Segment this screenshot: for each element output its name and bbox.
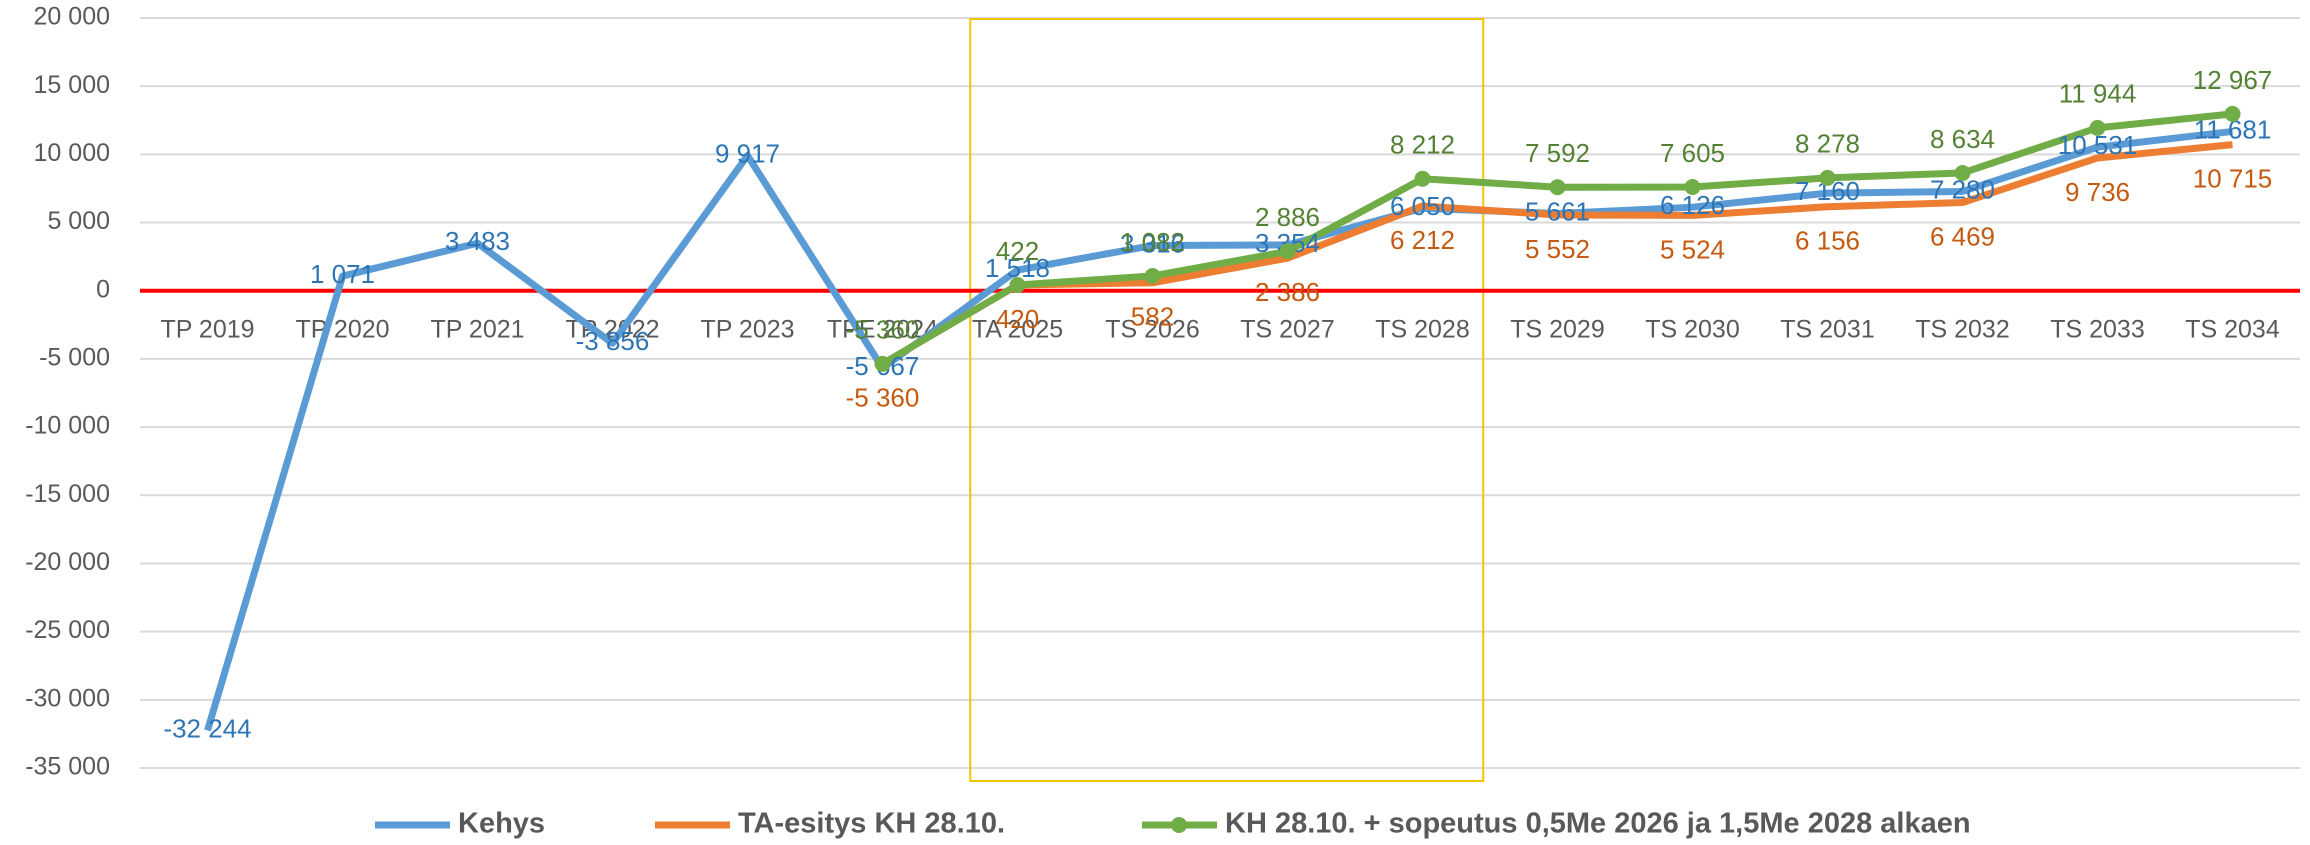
data-label: 8 278	[1795, 129, 1860, 159]
legend-label: KH 28.10. + sopeutus 0,5Me 2026 ja 1,5Me…	[1225, 808, 1971, 840]
data-label: 5 661	[1525, 196, 1590, 226]
marker	[1549, 179, 1566, 196]
data-label: -5 360	[846, 383, 920, 413]
data-label: -3 856	[576, 326, 650, 356]
marker	[1954, 164, 1971, 181]
x-tick-label: TS 2027	[1240, 315, 1335, 343]
x-tick-label: TP 2023	[700, 315, 794, 343]
marker	[1414, 170, 1431, 187]
data-label: 5 552	[1525, 234, 1590, 264]
y-tick-label: 15 000	[34, 71, 110, 99]
data-label: 7 605	[1660, 138, 1725, 168]
data-label: 6 212	[1390, 225, 1455, 255]
data-label: -5 360	[846, 315, 920, 345]
x-tick-label: TS 2030	[1645, 315, 1740, 343]
x-tick-label: TP 2020	[295, 315, 389, 343]
y-tick-label: -35 000	[25, 753, 110, 781]
x-tick-label: TS 2026	[1105, 315, 1200, 343]
y-tick-label: 0	[96, 275, 110, 303]
x-tick-label: TS 2033	[2050, 315, 2145, 343]
marker	[1819, 169, 1836, 186]
data-label: 10 715	[2193, 163, 2273, 193]
data-label: 5 524	[1660, 234, 1725, 264]
legend-marker	[1171, 817, 1187, 833]
data-label: 7 592	[1525, 138, 1590, 168]
y-tick-label: -10 000	[25, 412, 110, 440]
data-label: 6 156	[1795, 226, 1860, 256]
x-tick-label: TS 2031	[1780, 315, 1875, 343]
data-label: 3 483	[445, 226, 510, 256]
data-label: 6 050	[1390, 191, 1455, 221]
data-label: 1 071	[310, 259, 375, 289]
x-tick-label: TS 2034	[2185, 315, 2280, 343]
data-label: 8 212	[1390, 130, 1455, 160]
y-tick-label: -25 000	[25, 616, 110, 644]
x-tick-label: TS 2029	[1510, 315, 1605, 343]
data-label: 1 082	[1120, 227, 1185, 257]
y-tick-label: 5 000	[47, 207, 110, 235]
data-label: 11 944	[2059, 79, 2137, 109]
marker	[2224, 105, 2241, 122]
x-tick-label: TP 2021	[430, 315, 524, 343]
y-tick-label: -5 000	[39, 344, 110, 372]
x-tick-label: TS 2028	[1375, 315, 1470, 343]
y-tick-label: -30 000	[25, 684, 110, 712]
marker	[1009, 276, 1026, 293]
legend-label: Kehys	[458, 808, 545, 840]
data-label: 9 917	[715, 138, 780, 168]
data-label: 9 736	[2065, 177, 2130, 207]
marker	[1279, 243, 1296, 260]
data-label: 420	[996, 304, 1039, 334]
data-label: 8 634	[1930, 124, 1995, 154]
x-tick-label: TS 2032	[1915, 315, 2010, 343]
y-tick-label: -20 000	[25, 548, 110, 576]
y-tick-label: 20 000	[34, 3, 110, 31]
data-label: 6 126	[1660, 190, 1725, 220]
data-label: 582	[1131, 302, 1174, 332]
series-line	[204, 127, 2233, 732]
series-line	[880, 141, 2233, 367]
marker	[1144, 267, 1161, 284]
x-tick-label: TA 2025	[972, 315, 1063, 343]
y-tick-label: 10 000	[34, 139, 110, 167]
data-label: 12 967	[2193, 65, 2273, 95]
x-tick-label: TP 2019	[160, 315, 254, 343]
y-tick-label: -15 000	[25, 480, 110, 508]
data-label: -32 244	[163, 713, 251, 743]
data-label: 2 386	[1255, 277, 1320, 307]
data-label: 2 886	[1255, 202, 1320, 232]
data-label: 6 469	[1930, 221, 1995, 251]
marker	[2089, 119, 2106, 136]
highlight-box	[969, 18, 1485, 782]
marker	[1684, 179, 1701, 196]
marker	[874, 355, 891, 372]
legend-label: TA-esitys KH 28.10.	[738, 808, 1005, 840]
data-label: 422	[996, 236, 1039, 266]
data-label: 3 316	[1120, 228, 1185, 258]
